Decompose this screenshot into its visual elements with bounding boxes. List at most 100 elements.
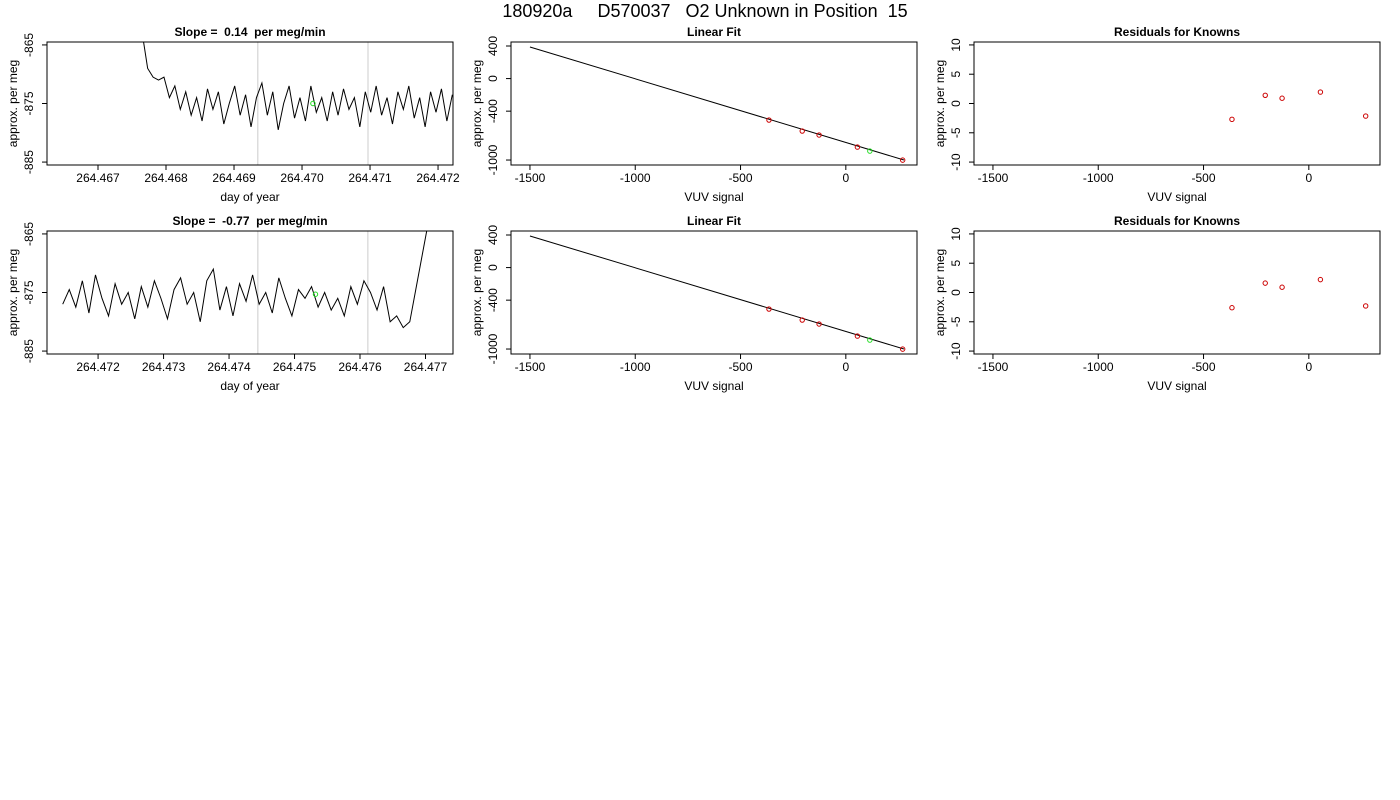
x-tick-label: -1500 bbox=[515, 171, 546, 185]
x-tick-label: 0 bbox=[842, 171, 849, 185]
x-axis-label: day of year bbox=[220, 190, 279, 204]
x-tick-label: -1000 bbox=[1083, 171, 1114, 185]
plot-frame bbox=[46, 41, 454, 166]
y-tick-label: 0 bbox=[486, 75, 500, 82]
y-axis-label: approx. per meg bbox=[933, 60, 947, 147]
plot-frame bbox=[510, 41, 918, 166]
x-tick-label: -500 bbox=[1192, 360, 1216, 374]
x-tick-label: -1500 bbox=[978, 171, 1009, 185]
x-tick-label: 264.470 bbox=[280, 171, 324, 185]
y-tick-label: 400 bbox=[486, 36, 500, 56]
data-point bbox=[1279, 95, 1285, 101]
data-point bbox=[766, 306, 772, 312]
x-tick-label: -1000 bbox=[620, 171, 651, 185]
data-point bbox=[816, 132, 822, 138]
x-axis-label: VUV signal bbox=[684, 379, 743, 393]
y-tick-label: -885 bbox=[22, 150, 36, 174]
x-axis-label: day of year bbox=[220, 379, 279, 393]
y-axis-label: approx. per meg bbox=[6, 249, 20, 336]
x-tick-label: 264.468 bbox=[144, 171, 188, 185]
plot-frame bbox=[973, 41, 1381, 166]
data-point bbox=[310, 100, 316, 107]
x-tick-label: 264.474 bbox=[207, 360, 251, 374]
plot-frame bbox=[510, 230, 918, 355]
y-tick-label: -1000 bbox=[486, 333, 500, 364]
y-tick-label: -885 bbox=[22, 339, 36, 363]
y-axis-label: approx. per meg bbox=[470, 249, 484, 336]
plot-area bbox=[1229, 276, 1369, 311]
plot-frame bbox=[46, 230, 454, 355]
x-tick-label: 264.469 bbox=[212, 171, 256, 185]
plot-area bbox=[529, 235, 906, 352]
x-tick-label: 264.471 bbox=[348, 171, 392, 185]
x-tick-label: -500 bbox=[1192, 171, 1216, 185]
x-tick-label: -1500 bbox=[978, 360, 1009, 374]
y-tick-label: -400 bbox=[486, 288, 500, 312]
data-point bbox=[799, 317, 805, 323]
y-tick-label: -1000 bbox=[486, 144, 500, 175]
y-axis-label: approx. per meg bbox=[470, 60, 484, 147]
data-point bbox=[1229, 116, 1235, 123]
panel: Residuals for Knowns VUV signal approx. pe… bbox=[933, 25, 1381, 204]
y-axis-label: approx. per meg bbox=[933, 249, 947, 336]
data-point bbox=[1279, 284, 1285, 290]
panel-title: Linear Fit bbox=[687, 214, 741, 228]
plot-area bbox=[143, 42, 453, 165]
y-tick-label: -875 bbox=[22, 280, 36, 304]
plot-frame bbox=[973, 230, 1381, 355]
y-axis-label: approx. per meg bbox=[6, 60, 20, 147]
data-point bbox=[1317, 89, 1324, 95]
panel-title: Residuals for Knowns bbox=[1114, 214, 1240, 228]
panel-title: Residuals for Knowns bbox=[1114, 25, 1240, 39]
page-title: 180920a D570037 O2 Unknown in Position 1… bbox=[502, 1, 907, 21]
y-tick-label: -10 bbox=[949, 342, 963, 360]
x-tick-label: 0 bbox=[1305, 171, 1312, 185]
y-tick-label: -10 bbox=[949, 153, 963, 171]
data-point bbox=[799, 128, 805, 134]
data-point bbox=[816, 321, 822, 327]
plot-area bbox=[529, 46, 906, 163]
data-point bbox=[1362, 303, 1369, 309]
data-point bbox=[1229, 305, 1235, 311]
x-axis-label: VUV signal bbox=[1147, 190, 1206, 204]
panel: Linear Fit VUV signal approx. per meg -1500… bbox=[470, 214, 918, 393]
panel: Linear Fit VUV signal approx. per meg -1500… bbox=[470, 25, 918, 204]
data-point bbox=[766, 117, 772, 123]
data-point bbox=[867, 337, 873, 343]
x-tick-label: 264.476 bbox=[338, 360, 382, 374]
x-tick-label: -500 bbox=[729, 360, 753, 374]
panel-title: Linear Fit bbox=[687, 25, 741, 39]
panel-title: Slope = 0.14 per meg/min bbox=[174, 25, 325, 39]
panel: Slope = 0.14 per meg/min day of year appro… bbox=[6, 25, 460, 204]
x-tick-label: 264.472 bbox=[76, 360, 120, 374]
data-point bbox=[854, 144, 861, 150]
data-line bbox=[143, 42, 453, 130]
x-tick-label: 264.477 bbox=[404, 360, 448, 374]
data-point bbox=[854, 333, 861, 339]
y-tick-label: -400 bbox=[486, 99, 500, 123]
data-point bbox=[1317, 276, 1324, 283]
y-tick-label: -5 bbox=[949, 127, 963, 138]
panel-title: Slope = -0.77 per meg/min bbox=[172, 214, 327, 228]
plot-area bbox=[1229, 89, 1369, 123]
y-tick-label: 5 bbox=[949, 260, 963, 267]
data-point bbox=[1262, 92, 1268, 99]
data-line bbox=[529, 46, 905, 161]
y-tick-label: 10 bbox=[949, 38, 963, 52]
y-tick-label: 0 bbox=[486, 264, 500, 271]
panel: Residuals for Knowns VUV signal approx. pe… bbox=[933, 214, 1381, 393]
x-axis-label: VUV signal bbox=[1147, 379, 1206, 393]
x-tick-label: 264.473 bbox=[142, 360, 186, 374]
y-tick-label: -875 bbox=[22, 91, 36, 115]
y-tick-label: 0 bbox=[949, 289, 963, 296]
y-tick-label: 0 bbox=[949, 100, 963, 107]
x-tick-label: 264.472 bbox=[416, 171, 460, 185]
data-point bbox=[1262, 280, 1268, 286]
data-point bbox=[312, 291, 319, 297]
y-tick-label: 10 bbox=[949, 227, 963, 241]
data-line bbox=[529, 235, 905, 350]
y-tick-label: 400 bbox=[486, 225, 500, 245]
y-tick-label: 5 bbox=[949, 71, 963, 78]
